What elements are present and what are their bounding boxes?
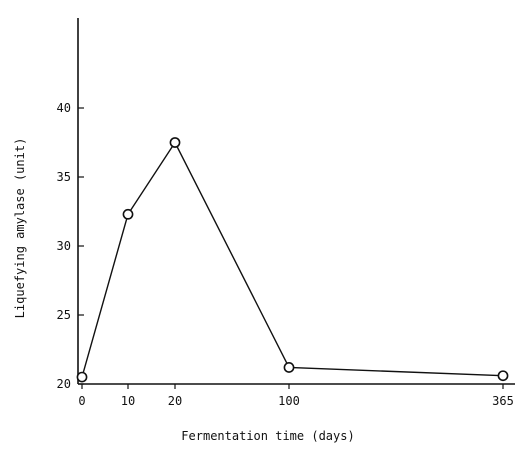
x-tick-label: 100 [278, 394, 300, 408]
data-point [283, 362, 295, 373]
data-point [497, 370, 509, 382]
y-axis-title: Liquefying amylase (unit) [13, 138, 27, 319]
x-axis: 0 10 20 100 365 [78, 383, 515, 408]
x-tick-label: 20 [168, 394, 182, 408]
data-point [169, 137, 181, 148]
y-tick-label: 25 [57, 308, 71, 322]
x-tick-label: 365 [492, 394, 514, 408]
x-tick-label: 0 [78, 394, 85, 408]
y-tick-group: 20 25 30 35 40 [57, 101, 84, 391]
x-tick-label: 10 [121, 394, 135, 408]
y-tick-label: 35 [57, 170, 71, 184]
x-tick-group: 0 10 20 100 365 [78, 384, 514, 408]
y-axis: 20 25 30 35 40 [57, 18, 84, 391]
series-line [81, 141, 504, 378]
data-point [122, 208, 134, 220]
y-tick-label: 20 [57, 377, 71, 391]
y-tick-label: 30 [57, 239, 71, 253]
y-tick-label: 40 [57, 101, 71, 115]
x-axis-title: Fermentation time (days) [181, 429, 354, 443]
data-point-group [76, 137, 509, 383]
data-point [76, 371, 88, 383]
